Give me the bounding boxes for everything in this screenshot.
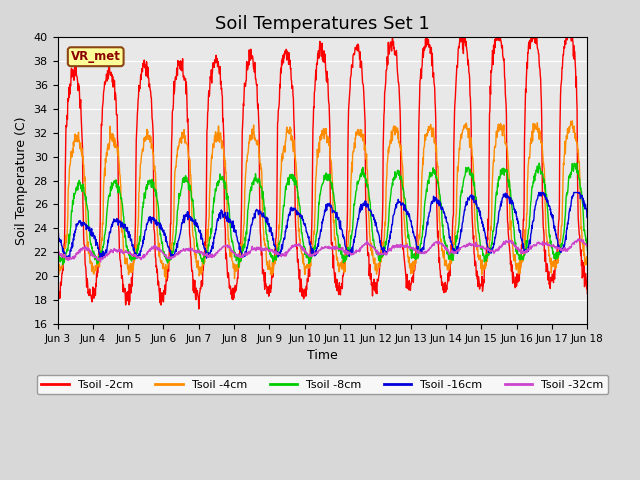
Tsoil -32cm [537,240,545,246]
Tsoil -4cm [54,271,61,277]
Tsoil -16cm [584,215,591,221]
Line: Tsoil -16cm: Tsoil -16cm [58,192,588,258]
Y-axis label: Soil Temperature (C): Soil Temperature (C) [15,116,28,245]
Tsoil -8cm [573,160,580,166]
Tsoil -8cm [171,241,179,247]
Tsoil -4cm [262,243,269,249]
Tsoil -2cm [262,281,269,287]
Tsoil -32cm [97,259,104,264]
Tsoil -32cm [491,248,499,254]
Tsoil -32cm [404,243,412,249]
Tsoil -4cm [171,168,179,174]
Tsoil -8cm [584,247,591,253]
Tsoil -32cm [54,251,61,257]
Tsoil -8cm [275,247,282,253]
Tsoil -8cm [235,264,243,270]
Tsoil -32cm [262,247,269,252]
Tsoil -16cm [262,215,269,220]
Tsoil -16cm [537,190,545,195]
Tsoil -8cm [262,224,269,229]
Tsoil -2cm [404,279,412,285]
Tsoil -2cm [537,90,545,96]
Tsoil -2cm [275,106,282,111]
Tsoil -16cm [491,234,499,240]
Tsoil -32cm [574,236,582,242]
Tsoil -16cm [171,249,179,255]
Tsoil -2cm [388,35,396,40]
Tsoil -16cm [535,190,543,195]
Line: Tsoil -2cm: Tsoil -2cm [58,37,588,309]
Tsoil -4cm [584,259,591,265]
Title: Soil Temperatures Set 1: Soil Temperatures Set 1 [215,15,430,33]
Tsoil -32cm [275,251,282,257]
Tsoil -16cm [54,237,61,242]
Legend: Tsoil -2cm, Tsoil -4cm, Tsoil -8cm, Tsoil -16cm, Tsoil -32cm: Tsoil -2cm, Tsoil -4cm, Tsoil -8cm, Tsoi… [37,375,608,394]
Tsoil -4cm [537,136,545,142]
Line: Tsoil -8cm: Tsoil -8cm [58,163,588,267]
Tsoil -2cm [195,306,203,312]
Text: VR_met: VR_met [71,50,121,63]
Line: Tsoil -4cm: Tsoil -4cm [58,121,588,279]
Tsoil -2cm [171,88,179,94]
Tsoil -2cm [54,288,61,294]
Tsoil -8cm [54,252,61,257]
Tsoil -16cm [404,209,412,215]
Tsoil -2cm [492,36,499,42]
Tsoil -4cm [568,118,576,124]
Tsoil -16cm [63,255,70,261]
Line: Tsoil -32cm: Tsoil -32cm [58,239,588,262]
Tsoil -2cm [584,291,591,297]
Tsoil -32cm [171,254,179,260]
Tsoil -8cm [491,206,499,212]
Tsoil -4cm [275,233,282,239]
Tsoil -8cm [404,228,412,234]
Tsoil -32cm [584,244,591,250]
Tsoil -4cm [491,143,499,149]
Tsoil -16cm [275,251,282,256]
Tsoil -8cm [537,171,545,177]
Tsoil -4cm [162,276,170,282]
Tsoil -4cm [404,254,412,260]
X-axis label: Time: Time [307,349,338,362]
